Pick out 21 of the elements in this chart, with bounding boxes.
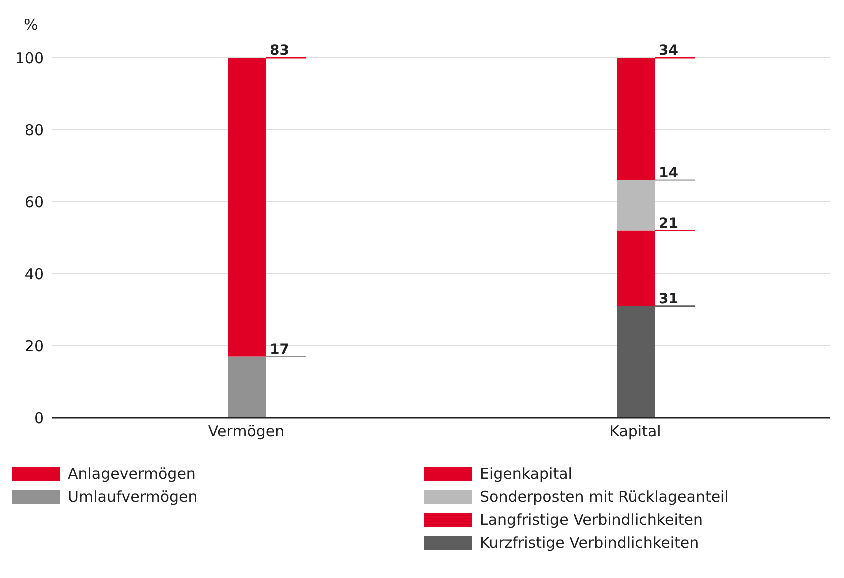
data-label: 83: [270, 43, 290, 59]
y-tick-label: 100: [15, 49, 44, 68]
legend-label: Eigenkapital: [480, 464, 572, 482]
legend-label: Umlaufvermögen: [68, 488, 198, 506]
legend-label: Langfristige Verbindlichkeiten: [480, 510, 704, 528]
data-label: 17: [270, 342, 290, 358]
y-axis-title: %: [24, 16, 38, 34]
data-label: 34: [659, 43, 679, 59]
data-label: 21: [659, 216, 678, 232]
data-label: 31: [659, 291, 678, 308]
data-label: 14: [659, 165, 679, 182]
x-tick-label: Kapital: [610, 422, 662, 441]
y-tick-label: 40: [24, 265, 44, 284]
legend-label: Anlagevermögen: [68, 464, 196, 482]
y-tick-label: 80: [24, 121, 44, 140]
y-tick-label: 20: [24, 337, 44, 356]
legend-label: Sonderposten mit Rücklageanteil: [480, 488, 729, 506]
y-tick-label: 60: [24, 193, 44, 212]
y-tick-label: 0: [34, 409, 44, 428]
legend-label: Kurzfristige Verbindlichkeiten: [480, 534, 700, 552]
x-tick-label: Vermögen: [208, 422, 285, 441]
